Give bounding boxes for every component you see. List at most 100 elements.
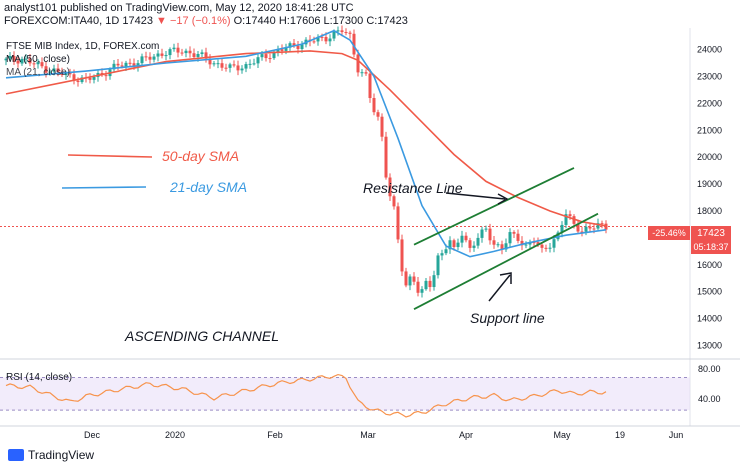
candle-body xyxy=(420,289,424,293)
candle-body xyxy=(248,63,252,65)
candle-body xyxy=(176,47,180,53)
candle-body xyxy=(432,275,436,288)
candle-body xyxy=(412,276,416,282)
candle-body xyxy=(552,239,556,248)
candle-body xyxy=(544,247,548,249)
candle-body xyxy=(388,177,392,197)
candle-body xyxy=(580,231,584,233)
candle-body xyxy=(88,77,92,80)
candle-body xyxy=(516,233,520,241)
candle-body xyxy=(540,244,544,248)
candle-body xyxy=(216,63,220,65)
candle-body xyxy=(116,63,120,66)
candle-body xyxy=(160,53,164,56)
candle-body xyxy=(300,44,304,49)
candle-body xyxy=(512,232,516,234)
ma21-legend: MA (21, close) xyxy=(6,67,70,78)
candle-body xyxy=(272,51,276,59)
candle-body xyxy=(136,63,140,67)
candle-body xyxy=(340,30,344,33)
rsi-label: RSI (14, close) xyxy=(6,372,72,383)
ohlc-values: O:17440 H:17606 L:17300 C:17423 xyxy=(233,15,408,27)
candle-body xyxy=(464,235,468,241)
candle-body xyxy=(472,245,476,248)
candle-body xyxy=(596,223,600,229)
candle-body xyxy=(228,64,232,68)
candle-body xyxy=(104,75,108,77)
candle-body xyxy=(24,58,28,60)
x-tick-label: 2020 xyxy=(165,430,185,440)
sma50-annotation: 50-day SMA xyxy=(162,148,240,164)
candle-body xyxy=(44,66,48,73)
candle-body xyxy=(400,239,404,272)
candle-body xyxy=(204,52,208,59)
candle-body xyxy=(428,280,432,288)
candle-body xyxy=(36,62,40,65)
candle-body xyxy=(288,43,292,48)
candle-body xyxy=(168,49,172,56)
candle-body xyxy=(344,32,348,34)
candle-body xyxy=(532,242,536,244)
pct-label: -25.46% xyxy=(652,228,686,238)
resistance-arrowhead xyxy=(497,193,509,205)
candle-body xyxy=(144,56,148,58)
candle-body xyxy=(68,73,72,75)
resistance-arrow xyxy=(445,192,506,200)
y-tick-label: 20000 xyxy=(697,152,722,162)
candles xyxy=(4,25,608,298)
candle-body xyxy=(448,240,452,250)
candle-body xyxy=(332,31,336,39)
candle-body xyxy=(384,136,388,178)
candle-body xyxy=(184,50,188,54)
candle-body xyxy=(220,63,224,68)
candle-body xyxy=(188,50,192,54)
candle-body xyxy=(56,68,60,72)
candle-body xyxy=(376,112,380,117)
x-tick-label: Jun xyxy=(669,430,684,440)
candle-body xyxy=(360,72,364,74)
candle-body xyxy=(440,253,444,256)
candle-body xyxy=(416,281,420,293)
candle-body xyxy=(20,58,24,64)
support-line xyxy=(413,212,599,311)
sma21-annotation: 21-day SMA xyxy=(170,179,248,195)
x-tick-label: Feb xyxy=(267,430,283,440)
y-tick-label: 24000 xyxy=(697,45,722,55)
candle-body xyxy=(28,58,32,64)
y-tick-label: 19000 xyxy=(697,179,722,189)
candle-body xyxy=(8,56,12,59)
candle-body xyxy=(48,71,52,73)
candle-body xyxy=(524,244,528,246)
ohlc-line: FOREXCOM:ITA40, 1D 17423 ▼ −17 (−0.1%) O… xyxy=(4,15,408,27)
candle-body xyxy=(148,56,152,60)
countdown-label: 05:18:37 xyxy=(693,242,728,252)
tradingview-logo[interactable]: TradingView xyxy=(8,448,94,462)
candle-body xyxy=(316,36,320,42)
candle-body xyxy=(196,54,200,57)
candle-body xyxy=(560,224,564,233)
sma21-line xyxy=(5,29,607,258)
candle-body xyxy=(396,206,400,240)
candle-body xyxy=(548,247,552,249)
y-tick-label: 16000 xyxy=(697,260,722,270)
candle-body xyxy=(424,280,428,290)
candle-body xyxy=(276,49,280,52)
candle-body xyxy=(564,214,568,225)
x-tick-label: Dec xyxy=(84,430,101,440)
candle-body xyxy=(604,223,608,230)
candle-body xyxy=(488,228,492,241)
candle-body xyxy=(292,43,296,46)
rsi-tick-80: 80.00 xyxy=(698,364,721,374)
last-price: 17423 xyxy=(122,15,153,27)
candle-body xyxy=(364,72,368,74)
candle-body xyxy=(500,244,504,250)
candle-body xyxy=(372,98,376,113)
candle-body xyxy=(236,65,240,71)
candle-body xyxy=(324,36,328,42)
support-arrowhead xyxy=(499,272,512,284)
candle-body xyxy=(336,30,340,32)
channel-annotation: ASCENDING CHANNEL xyxy=(125,328,280,344)
x-tick-label: Mar xyxy=(360,430,376,440)
candle-body xyxy=(232,64,236,66)
